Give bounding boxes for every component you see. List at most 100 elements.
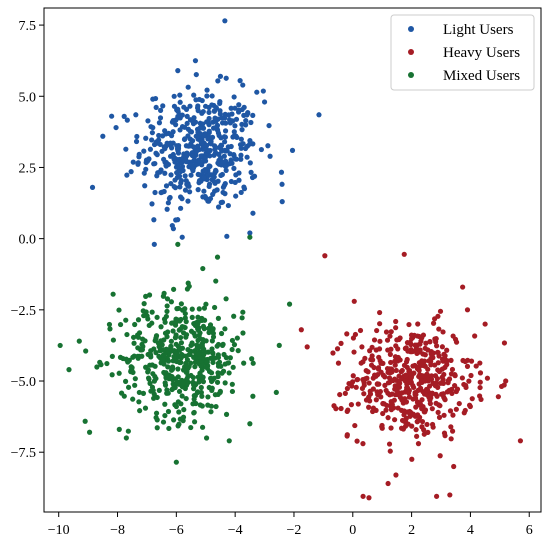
data-point	[164, 303, 170, 309]
data-point	[477, 384, 483, 391]
data-point	[224, 233, 230, 239]
data-point	[178, 301, 184, 307]
data-point	[180, 380, 186, 387]
data-point	[437, 308, 444, 314]
data-point	[86, 429, 93, 435]
data-point	[453, 406, 459, 412]
data-point	[409, 336, 415, 342]
data-point	[267, 153, 273, 159]
data-point	[266, 122, 272, 129]
data-point	[145, 367, 151, 373]
data-point	[223, 167, 229, 173]
data-point	[388, 359, 394, 366]
data-point	[222, 147, 228, 153]
data-point	[407, 413, 413, 419]
data-point	[240, 330, 246, 336]
data-point	[179, 234, 185, 240]
data-point	[125, 359, 131, 365]
data-point	[388, 425, 394, 431]
data-point	[206, 163, 212, 169]
data-point	[135, 317, 142, 323]
data-point	[198, 372, 204, 379]
data-point	[212, 125, 219, 131]
data-point	[240, 82, 246, 88]
data-point	[427, 338, 433, 345]
data-point	[414, 366, 421, 372]
data-point	[418, 338, 424, 344]
data-point	[176, 388, 183, 395]
data-point	[168, 299, 175, 305]
data-point	[477, 360, 483, 366]
data-point	[184, 286, 191, 292]
data-point	[189, 314, 195, 320]
data-point	[304, 344, 310, 350]
data-point	[377, 321, 383, 327]
data-point	[146, 156, 152, 162]
data-point	[226, 117, 233, 123]
data-point	[419, 418, 426, 425]
data-point	[237, 78, 243, 84]
data-point	[440, 391, 447, 397]
data-point	[401, 412, 407, 418]
data-point	[174, 146, 181, 152]
data-point	[250, 393, 256, 399]
data-point	[387, 370, 393, 376]
data-point	[380, 372, 386, 378]
data-point	[147, 146, 154, 152]
data-point	[141, 170, 147, 176]
data-point	[412, 389, 418, 396]
data-point	[171, 417, 177, 423]
data-point	[225, 202, 231, 209]
data-point	[189, 306, 195, 312]
data-point	[191, 321, 197, 327]
data-point	[164, 206, 170, 212]
data-point	[178, 401, 184, 407]
data-point	[192, 333, 198, 339]
data-point	[175, 241, 181, 247]
data-point	[238, 156, 244, 162]
data-point	[229, 381, 235, 387]
data-point	[226, 370, 232, 376]
data-point	[203, 301, 209, 307]
data-point	[82, 418, 88, 424]
data-point	[136, 389, 142, 396]
data-point	[191, 410, 197, 416]
data-point	[167, 153, 174, 159]
data-point	[117, 321, 124, 328]
data-point	[427, 401, 433, 407]
data-point	[177, 184, 183, 190]
data-point	[451, 463, 457, 470]
data-point	[444, 347, 450, 353]
data-point	[207, 153, 213, 159]
data-point	[152, 373, 158, 380]
data-point	[172, 402, 178, 408]
data-point	[424, 421, 430, 428]
x-tick-label: 4	[467, 523, 474, 538]
data-point	[387, 333, 393, 339]
data-point	[210, 191, 216, 197]
data-point	[113, 124, 119, 131]
data-point	[409, 423, 415, 429]
data-point	[123, 146, 129, 152]
data-point	[143, 135, 149, 141]
data-point	[195, 314, 201, 320]
data-point	[123, 317, 129, 323]
data-point	[468, 372, 474, 379]
data-point	[162, 412, 168, 419]
data-point	[371, 337, 378, 343]
data-point	[442, 396, 448, 402]
data-point	[204, 359, 210, 365]
data-point	[188, 161, 195, 168]
data-point	[243, 118, 249, 124]
data-point	[173, 319, 179, 325]
data-point	[234, 335, 240, 341]
data-point	[152, 160, 158, 167]
data-point	[160, 357, 166, 363]
data-point	[214, 379, 221, 385]
data-point	[202, 193, 208, 200]
data-point	[182, 173, 188, 179]
data-point	[467, 403, 473, 410]
data-point	[449, 366, 456, 373]
data-point	[247, 234, 253, 240]
data-point	[250, 360, 256, 366]
